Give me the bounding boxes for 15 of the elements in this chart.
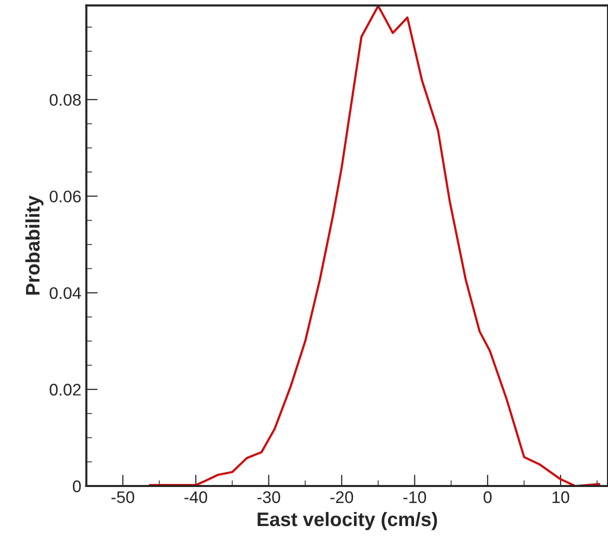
x-tick-label: -10 <box>403 491 426 504</box>
y-tick-label: 0.04 <box>50 287 81 299</box>
x-tick-label: -30 <box>257 491 280 504</box>
x-axis-title: East velocity (cm/s) <box>258 512 437 530</box>
y-tick-label: 0.02 <box>50 384 81 396</box>
y-tick-label: 0.06 <box>50 190 81 202</box>
line-series <box>148 5 600 486</box>
x-tick-label: -40 <box>184 491 208 504</box>
x-tick-label: 0 <box>484 491 492 504</box>
x-tick-label: -50 <box>112 491 134 504</box>
y-tick-label: 0 <box>72 480 81 492</box>
x-tick-label: -20 <box>330 491 354 504</box>
y-tick-label: 0.08 <box>50 94 81 106</box>
y-axis-title: Probability <box>25 196 44 295</box>
x-tick-label: 10 <box>552 491 570 504</box>
